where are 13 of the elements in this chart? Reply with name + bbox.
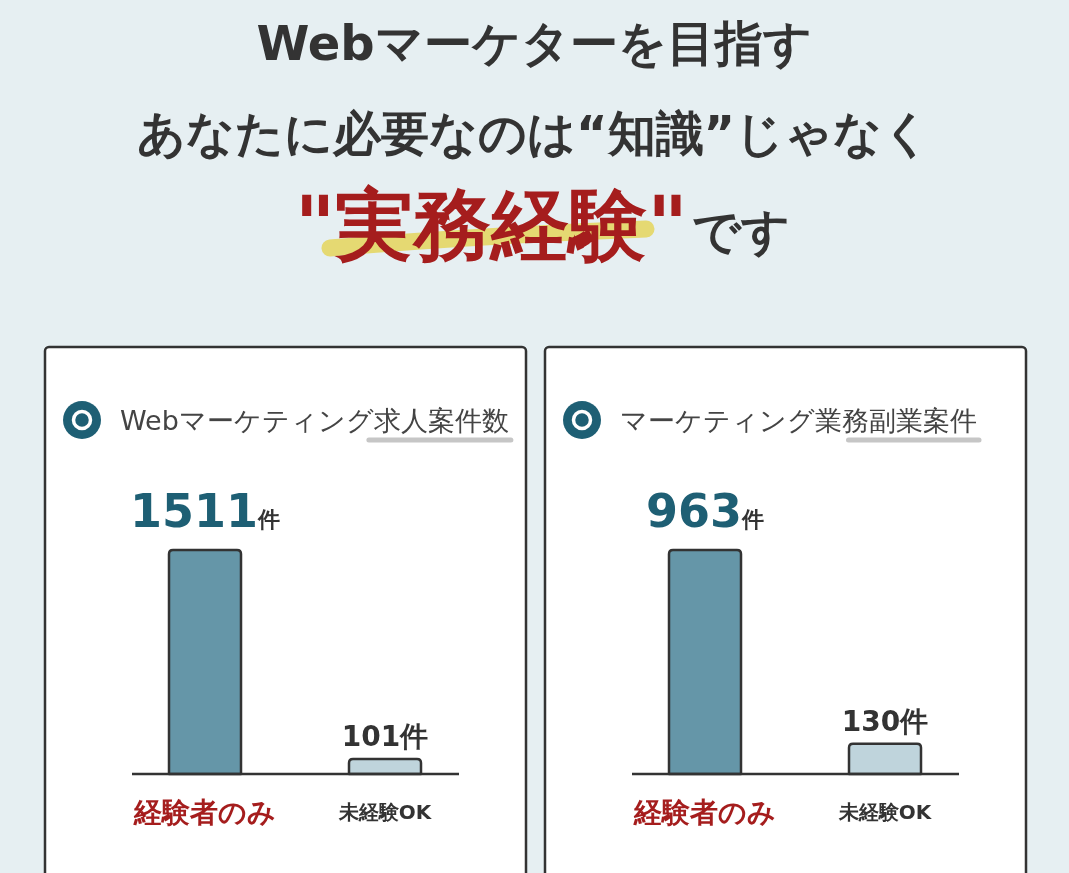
text: です <box>692 203 790 259</box>
chart-title: マーケティング業務副業案件 <box>620 405 977 436</box>
x-tick-label: 経験者のみ <box>633 796 776 829</box>
text: Webマーケターを目指す <box>256 15 812 71</box>
chart-title: Webマーケティング求人案件数 <box>120 405 509 436</box>
data-label: 963件 <box>645 484 765 538</box>
data-label: 101件 <box>341 720 429 754</box>
data-label: 130件 <box>841 704 929 738</box>
x-tick-label: 経験者のみ <box>133 796 276 829</box>
x-tick-label: 未経験OK <box>337 800 433 824</box>
data-label: 1511件 <box>129 484 281 538</box>
x-tick-label: 未経験OK <box>837 800 933 824</box>
text: あなたに必要なのは“知識”じゃなく <box>136 105 932 161</box>
